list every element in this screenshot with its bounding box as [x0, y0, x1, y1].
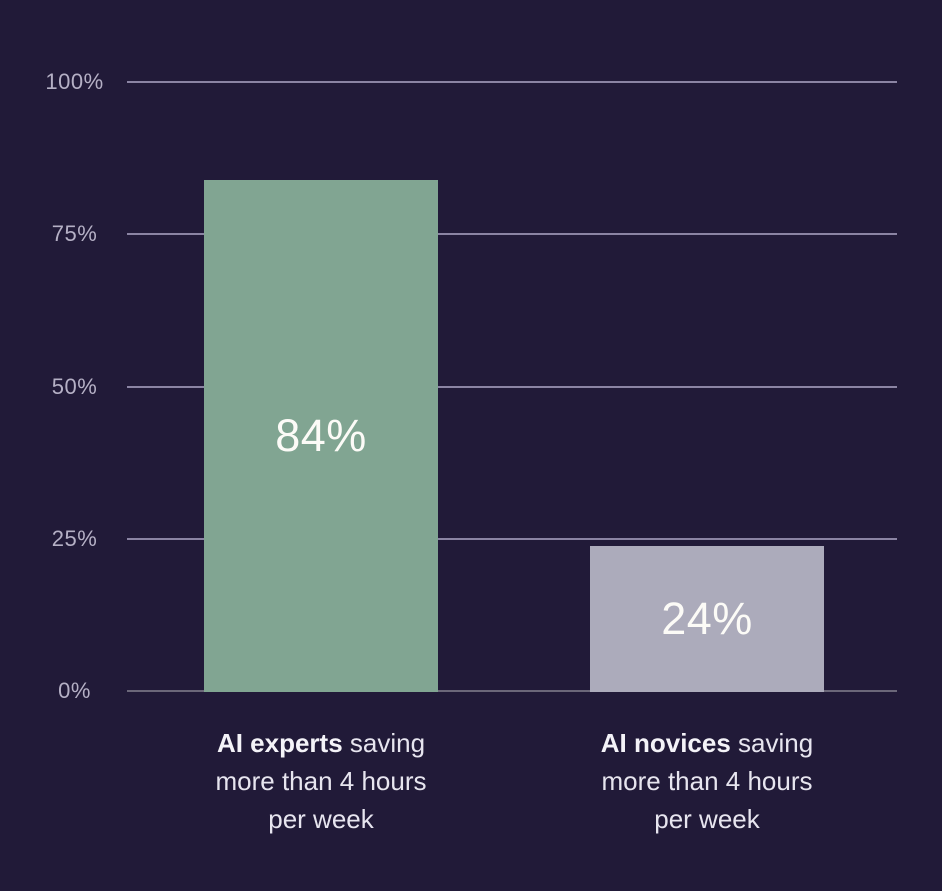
y-tick-label-0: 0%	[58, 678, 91, 703]
bar-ai-novices: 24%	[590, 546, 824, 692]
gridline-100	[127, 81, 897, 83]
category-bold-text: AI novices	[600, 728, 731, 758]
x-axis-baseline	[127, 690, 897, 692]
gridline-25	[127, 538, 897, 540]
y-tick-label-75: 75%	[51, 221, 98, 246]
category-line-3: per week	[654, 804, 760, 834]
category-rest-text: saving	[342, 728, 426, 758]
category-bold-text: AI experts	[216, 728, 343, 758]
y-tick-label-50: 50%	[51, 374, 98, 399]
bar-ai-experts: 84%	[204, 180, 438, 692]
y-tick-label-100: 100%	[45, 69, 104, 94]
category-line-1: AI experts saving	[136, 724, 506, 762]
category-line-2: more than 4 hours	[215, 766, 427, 796]
gridline-75	[127, 233, 897, 235]
bar-value-label-ai-experts: 84%	[275, 410, 367, 461]
gridline-50	[127, 386, 897, 388]
category-line-1: AI novices saving	[522, 724, 892, 762]
category-label-ai-experts: AI experts saving more than 4 hours per …	[136, 724, 506, 838]
category-rest-text: saving	[730, 728, 814, 758]
category-line-2: more than 4 hours	[601, 766, 813, 796]
y-tick-label-25: 25%	[51, 526, 98, 551]
bar-value-label-ai-novices: 24%	[661, 593, 753, 644]
category-label-ai-novices: AI novices saving more than 4 hours per …	[522, 724, 892, 838]
category-line-3: per week	[268, 804, 374, 834]
